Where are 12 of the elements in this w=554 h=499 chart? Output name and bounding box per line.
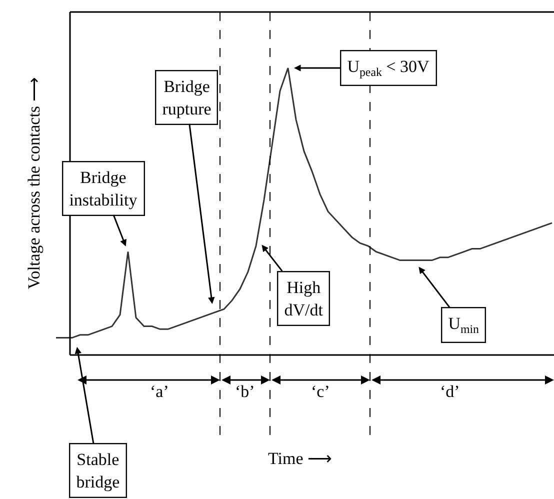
text: Stable bridge: [76, 450, 120, 492]
annotation: U$_{peak}$ < 30V: [347, 57, 430, 79]
annotation: Bridge rupture: [162, 77, 212, 118]
text: ‘b’: [235, 382, 255, 401]
text: ‘c’: [311, 382, 330, 401]
y-axis-title: Voltage across the contacts ⟶: [24, 78, 44, 290]
text: ‘d’: [440, 382, 460, 401]
annotation: Bridge instability: [69, 168, 138, 210]
text: Time ⟶: [268, 449, 332, 468]
annotation: U$_{min}$: [448, 314, 480, 336]
text: ‘a’: [150, 382, 169, 401]
annotation: High dV/dt: [284, 278, 324, 320]
